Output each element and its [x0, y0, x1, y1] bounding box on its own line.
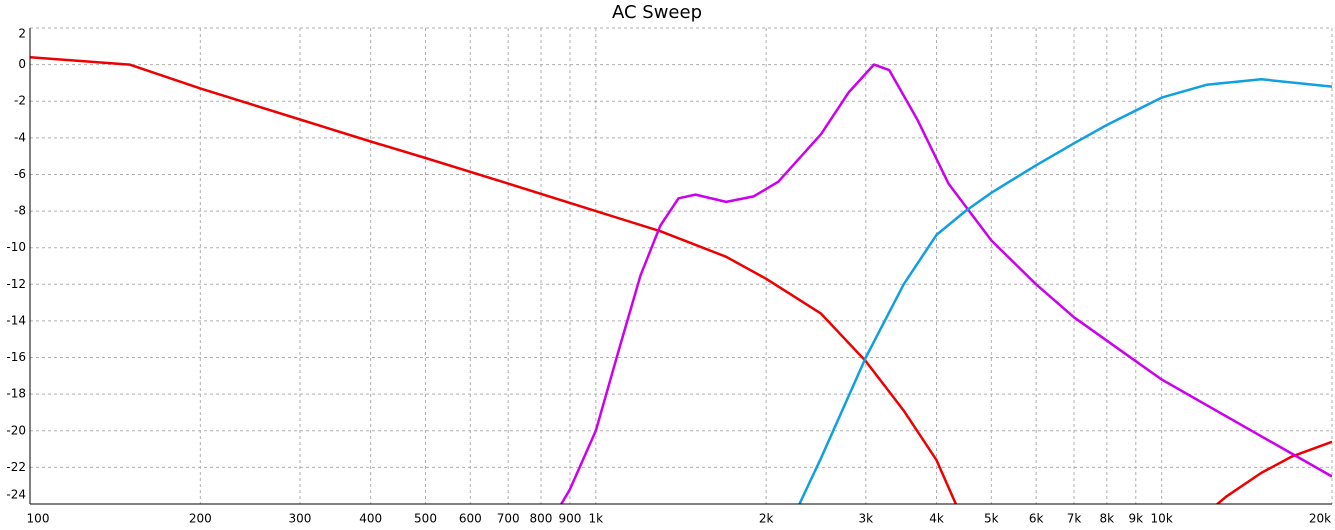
y-tick-label: -18: [6, 387, 26, 401]
x-tick-label: 1k: [589, 512, 604, 526]
x-tick-label: 8k: [1100, 512, 1115, 526]
series-line: [798, 78, 1332, 504]
x-tick-label: 7k: [1067, 512, 1082, 526]
x-tick-label: 5k: [984, 512, 999, 526]
x-tick-label: 200: [189, 512, 212, 526]
series-line: [559, 63, 1332, 504]
y-tick-label: -12: [6, 277, 26, 291]
x-tick-label: 400: [359, 512, 382, 526]
y-tick-label: -8: [14, 204, 26, 218]
y-tick-label: -2: [14, 94, 26, 108]
x-tick-label: 500: [414, 512, 437, 526]
x-tick-label: 100: [27, 512, 50, 526]
x-tick-label: 10k: [1151, 512, 1173, 526]
grid: [29, 27, 1333, 505]
x-tick-label: 300: [289, 512, 312, 526]
y-tick-label: -24: [6, 488, 26, 502]
y-tick-label: -22: [6, 460, 26, 474]
y-tick-label: -6: [14, 167, 26, 181]
x-tick-label: 800: [530, 512, 553, 526]
x-tick-label: 3k: [859, 512, 874, 526]
series-line: [30, 56, 1332, 504]
y-tick-label: -14: [6, 313, 26, 327]
y-tick-label: -20: [6, 423, 26, 437]
x-tick-label: 700: [497, 512, 520, 526]
x-tick-label: 900: [558, 512, 581, 526]
y-tick-label: 0: [18, 57, 26, 71]
y-tick-label: 2: [18, 27, 26, 41]
x-tick-label: 20k: [1309, 512, 1331, 526]
y-tick-label: -4: [14, 130, 26, 144]
x-tick-label: 6k: [1029, 512, 1044, 526]
y-tick-label: -10: [6, 240, 26, 254]
x-tick-label: 9k: [1128, 512, 1143, 526]
chart-title: AC Sweep: [612, 2, 702, 23]
x-tick-label: 2k: [759, 512, 774, 526]
x-tick-label: 600: [459, 512, 482, 526]
y-tick-label: -16: [6, 350, 26, 364]
x-tick-label: 4k: [929, 512, 944, 526]
plot-area: [30, 56, 1332, 504]
